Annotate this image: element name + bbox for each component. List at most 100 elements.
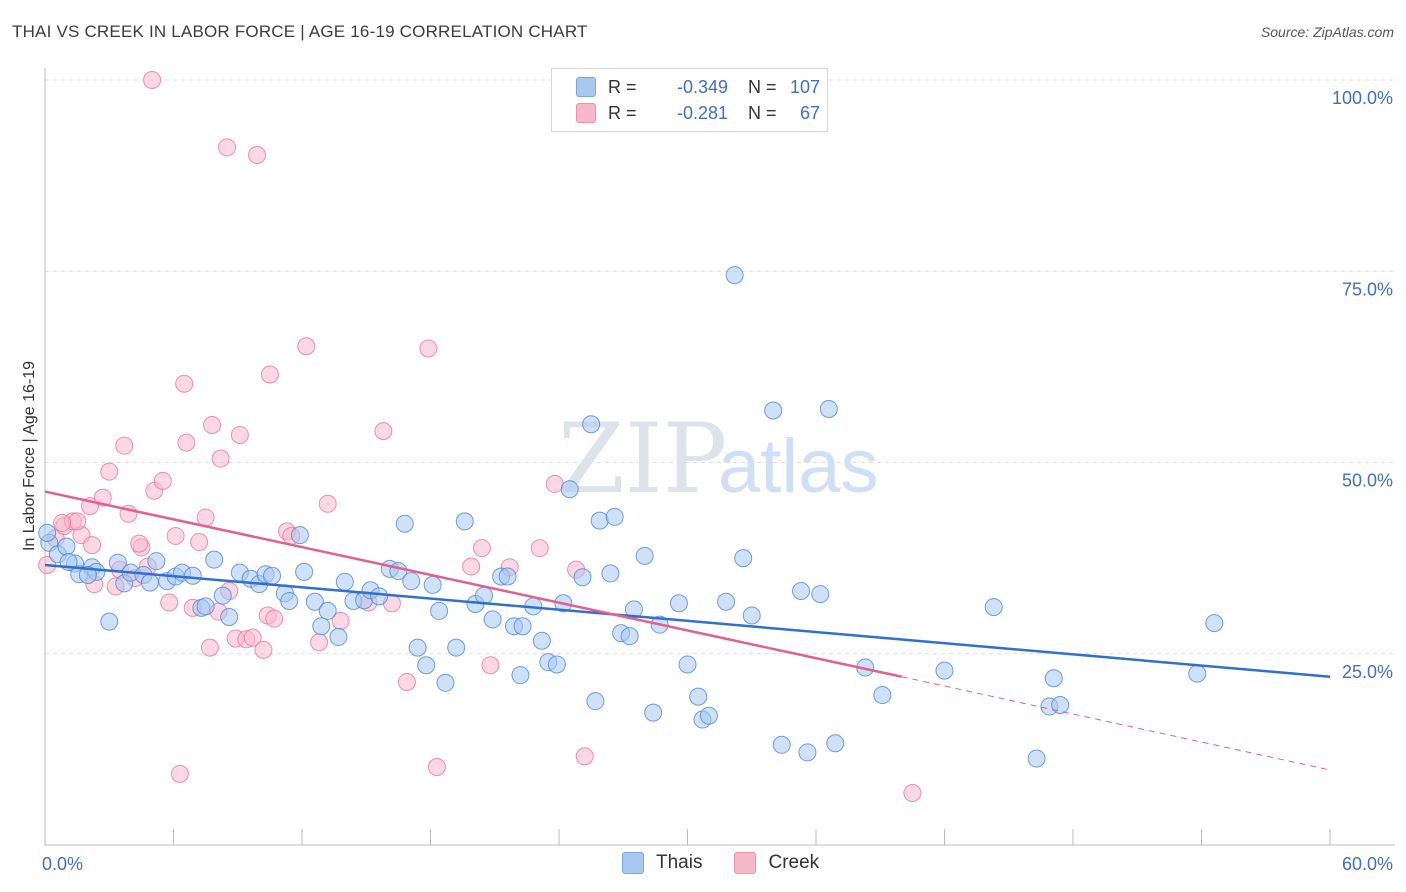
data-point	[447, 638, 466, 657]
data-point	[318, 494, 337, 513]
data-point	[873, 686, 892, 705]
data-point	[423, 575, 442, 594]
chart-source: Source: ZipAtlas.com	[1260, 24, 1394, 40]
data-point	[644, 703, 663, 722]
data-point	[290, 526, 309, 545]
data-point	[678, 655, 697, 674]
series-thais	[38, 266, 1224, 768]
trend-line-creek	[44, 490, 902, 678]
data-point	[826, 734, 845, 753]
legend-r-value: -0.349	[676, 76, 728, 97]
data-point	[230, 425, 249, 444]
data-point	[143, 71, 162, 89]
gridlines	[45, 79, 1395, 655]
data-point	[265, 609, 284, 628]
trend-lines	[44, 490, 1331, 771]
data-point	[436, 673, 455, 692]
legend-label-creek: Creek	[768, 852, 820, 873]
data-point	[605, 507, 624, 526]
y-tick-label: 100.0%	[1332, 88, 1393, 108]
data-point	[183, 566, 202, 585]
data-point	[397, 673, 416, 692]
legend-item-thais[interactable]: Thais	[622, 852, 702, 874]
data-point	[582, 415, 601, 434]
data-point	[573, 568, 592, 587]
data-point	[160, 593, 179, 612]
axes	[44, 68, 1395, 846]
data-point	[68, 512, 87, 531]
data-point	[305, 592, 324, 611]
legend-item-creek[interactable]: Creek	[734, 852, 819, 874]
legend-n-value: 67	[799, 102, 820, 123]
data-point	[430, 601, 449, 620]
data-point	[811, 585, 830, 604]
data-point	[140, 573, 159, 592]
data-point	[38, 523, 57, 542]
legend-swatch-thais	[622, 852, 644, 874]
data-point	[635, 546, 654, 565]
data-point	[312, 617, 331, 636]
data-point	[717, 592, 736, 611]
data-point	[575, 747, 594, 766]
data-point	[620, 627, 639, 646]
data-point	[699, 706, 718, 725]
series-creek	[38, 71, 922, 802]
y-axis-label: In Labor Force | Age 16-19	[21, 361, 38, 551]
data-point	[100, 612, 119, 631]
data-point	[532, 631, 551, 650]
data-point	[53, 513, 72, 532]
data-point	[83, 536, 102, 555]
x-tick-label: 0.0%	[42, 854, 83, 874]
trend-line-creek-extension	[901, 676, 1331, 771]
data-point	[984, 598, 1003, 617]
data-point	[153, 471, 172, 490]
data-point	[511, 666, 530, 685]
y-tick-label: 50.0%	[1342, 471, 1393, 491]
data-point	[100, 462, 119, 481]
watermark-atlas: atlas	[718, 424, 879, 509]
data-point	[1027, 749, 1046, 768]
data-point	[734, 549, 753, 568]
x-tick-label: 60.0%	[1342, 854, 1393, 874]
data-point	[370, 587, 389, 606]
data-point	[402, 572, 421, 591]
data-point	[903, 783, 922, 802]
data-point	[395, 514, 414, 533]
watermark: ZIP atlas	[558, 403, 879, 515]
data-point	[243, 628, 262, 647]
data-point	[513, 617, 532, 636]
data-point	[57, 537, 76, 556]
data-point	[200, 638, 219, 657]
data-point	[211, 449, 230, 468]
legend-r-value: -0.281	[676, 102, 728, 123]
data-point	[590, 511, 609, 530]
data-point	[472, 539, 491, 558]
data-point	[177, 433, 196, 452]
data-point	[130, 534, 149, 553]
data-point	[166, 526, 185, 545]
data-point	[417, 656, 436, 675]
legend-label-thais: Thais	[656, 852, 703, 873]
legend-row-creek: R = -0.281 N = 67	[576, 100, 820, 126]
legend-r-label: R =	[608, 102, 637, 123]
data-point	[175, 374, 194, 393]
data-point	[481, 656, 500, 675]
data-point	[408, 638, 427, 657]
legend-n-label: N =	[748, 102, 777, 123]
data-point	[203, 416, 222, 435]
data-point	[329, 627, 348, 646]
data-point	[196, 597, 215, 616]
data-point	[792, 582, 811, 601]
data-point	[335, 572, 354, 591]
data-point	[725, 266, 744, 285]
data-point	[213, 586, 232, 605]
data-point	[1044, 669, 1063, 688]
data-point	[374, 422, 393, 441]
data-point	[1188, 664, 1207, 683]
legend-n-label: N =	[748, 76, 777, 97]
data-point	[1205, 614, 1224, 633]
chart-title: THAI VS CREEK IN LABOR FORCE | AGE 16-19…	[12, 22, 588, 41]
data-point	[295, 562, 314, 581]
data-point	[462, 557, 481, 576]
data-point	[427, 757, 446, 776]
